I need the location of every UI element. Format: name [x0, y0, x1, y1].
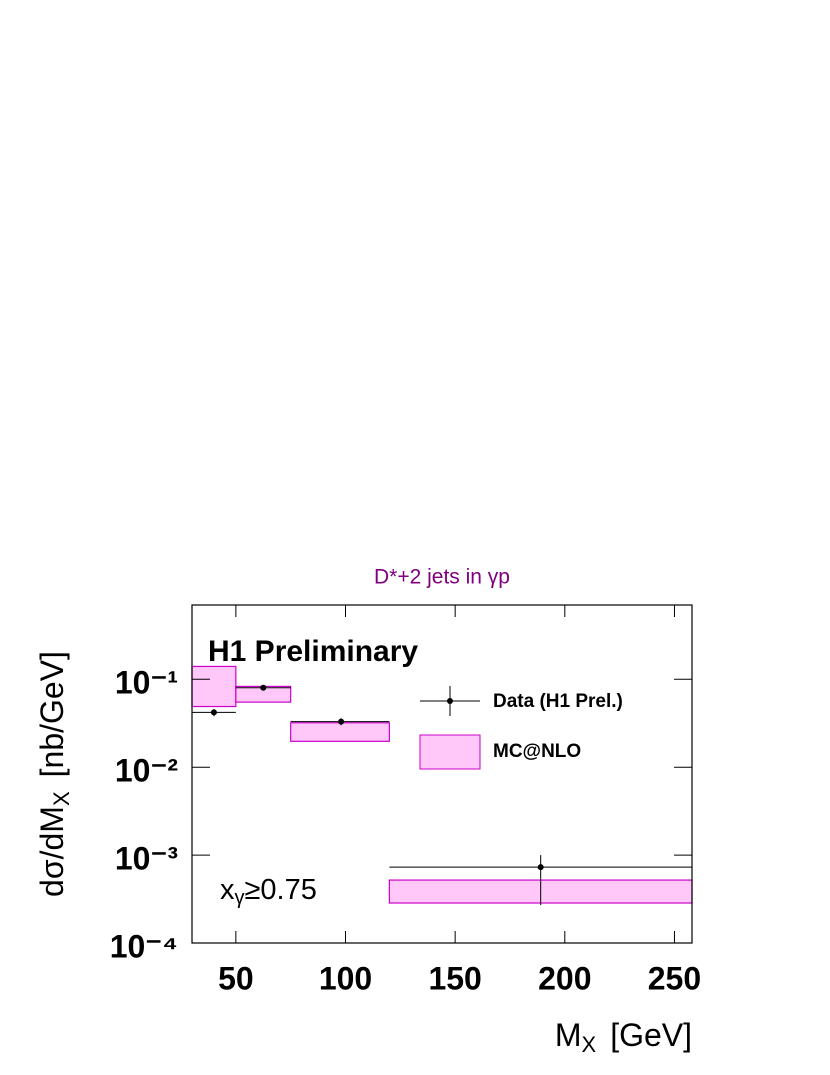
mc-band	[191, 665, 237, 708]
y-label-unit: [nb/GeV]	[34, 651, 70, 777]
data-point	[260, 684, 267, 691]
x-tick-label: 100	[319, 960, 372, 996]
x-tick-label: 250	[648, 960, 701, 996]
plot-area	[191, 665, 693, 906]
y-tick-label: 10⁻³	[115, 841, 178, 877]
plot-frame	[191, 604, 693, 944]
cut-label: xγ≥0.75	[220, 874, 317, 910]
cut-rest: ≥0.75	[245, 874, 317, 906]
y-tick-label: 10⁻⁴	[110, 928, 178, 964]
experiment-label: H1 Preliminary	[208, 635, 418, 668]
legend-swatch	[419, 734, 481, 770]
legend-marker	[447, 698, 453, 704]
y-tick-label: 10⁻¹	[115, 665, 178, 701]
x-label-sub: X	[582, 1032, 597, 1057]
cut-sub: γ	[235, 887, 245, 909]
data-point	[338, 718, 345, 725]
mc-band	[290, 722, 390, 742]
x-tick-label: 50	[218, 960, 254, 996]
y-label-sub: X	[49, 791, 74, 806]
x-tick-label: 150	[428, 960, 481, 996]
y-axis-label: dσ/dMX [nb/GeV]	[34, 651, 73, 897]
x-label-unit: [GeV]	[610, 1017, 692, 1053]
x-tick-label: 200	[538, 960, 591, 996]
y-label-main: dσ/dM	[34, 806, 70, 897]
x-label-main: M	[555, 1017, 582, 1053]
data-point	[210, 709, 217, 716]
cut-main: x	[220, 874, 235, 906]
chart-title: D*+2 jets in γp	[374, 566, 510, 589]
legend-label: MC@NLO	[493, 741, 581, 762]
x-axis-label: MX [GeV]	[555, 1017, 692, 1056]
data-point	[537, 864, 544, 871]
y-tick-label: 10⁻²	[115, 753, 178, 789]
legend-label: Data (H1 Prel.)	[493, 691, 623, 712]
